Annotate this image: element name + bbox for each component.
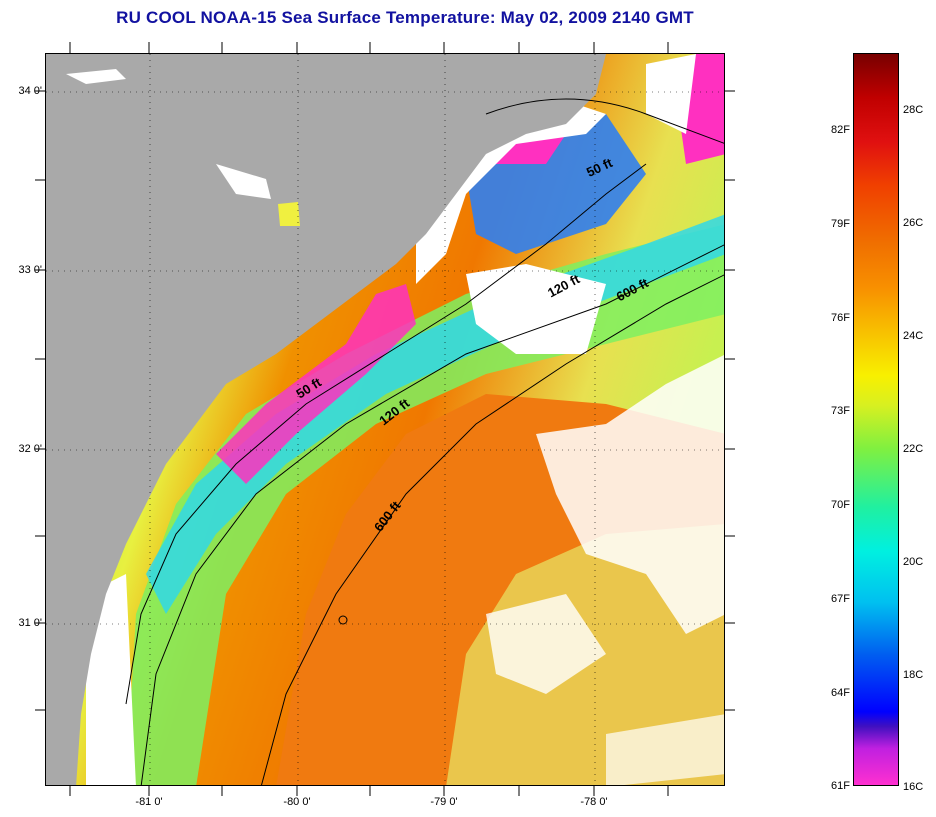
graticule (46, 54, 724, 785)
cool-nearshore (146, 214, 724, 614)
lat-label-34: 34 0' (18, 85, 42, 97)
cloud-4 (536, 355, 724, 634)
colorbar-f-70: 70F (831, 499, 850, 511)
map-title: RU COOL NOAA-15 Sea Surface Temperature:… (116, 8, 694, 27)
colorbar-f-82: 82F (831, 124, 850, 136)
contour-50ft (125, 163, 647, 705)
cloud-coast (86, 574, 136, 785)
colorbar-c-24: 24C (903, 330, 924, 342)
land-cloud-3 (278, 202, 300, 226)
land-cloud-1 (66, 69, 126, 84)
sst-map: 50 ft 120 ft 600 ft 50 ft 120 ft 600 ft (45, 53, 725, 786)
cloud-6 (606, 714, 724, 785)
lat-label-33: 33 0' (18, 264, 42, 276)
lon-label-78: -78 0' (580, 796, 608, 808)
colorbar-c-20: 20C (903, 556, 924, 568)
contour-600ft-south (261, 274, 724, 785)
cloud-5 (486, 594, 606, 694)
sst-map-canvas: 50 ft 120 ft 600 ft 50 ft 120 ft 600 ft (46, 54, 724, 785)
colorbar-f-79: 79F (831, 218, 850, 230)
colorbar-f-73: 73F (831, 405, 850, 417)
colorbar-f-64: 64F (831, 687, 850, 699)
colorbar-c-28: 28C (903, 104, 924, 116)
lat-label-32: 32 0' (18, 443, 42, 455)
lon-label-80: -80 0' (283, 796, 311, 808)
colorbar-f-61: 61F (831, 780, 850, 792)
cloud-3 (646, 54, 696, 134)
cold-patch-1 (216, 284, 416, 484)
colorbar-f-76: 76F (831, 312, 850, 324)
colorbar-c-22: 22C (903, 443, 924, 455)
land-mass (46, 54, 606, 785)
contour-120ft (140, 244, 724, 785)
temperature-colorbar (853, 53, 899, 786)
lat-label-31: 31 0' (18, 617, 42, 629)
lon-label-79: -79 0' (430, 796, 458, 808)
cloud-2 (466, 264, 606, 354)
land-cloud-2 (216, 164, 271, 199)
depth-contours (125, 98, 724, 785)
colorbar-c-26: 26C (903, 217, 924, 229)
station-marker (338, 615, 348, 625)
colorbar-c-16: 16C (903, 781, 924, 793)
lon-label-81: -81 0' (135, 796, 163, 808)
contour-600ft-north (485, 98, 724, 144)
colorbar-f-67: 67F (831, 593, 850, 605)
colorbar-c-18: 18C (903, 669, 924, 681)
